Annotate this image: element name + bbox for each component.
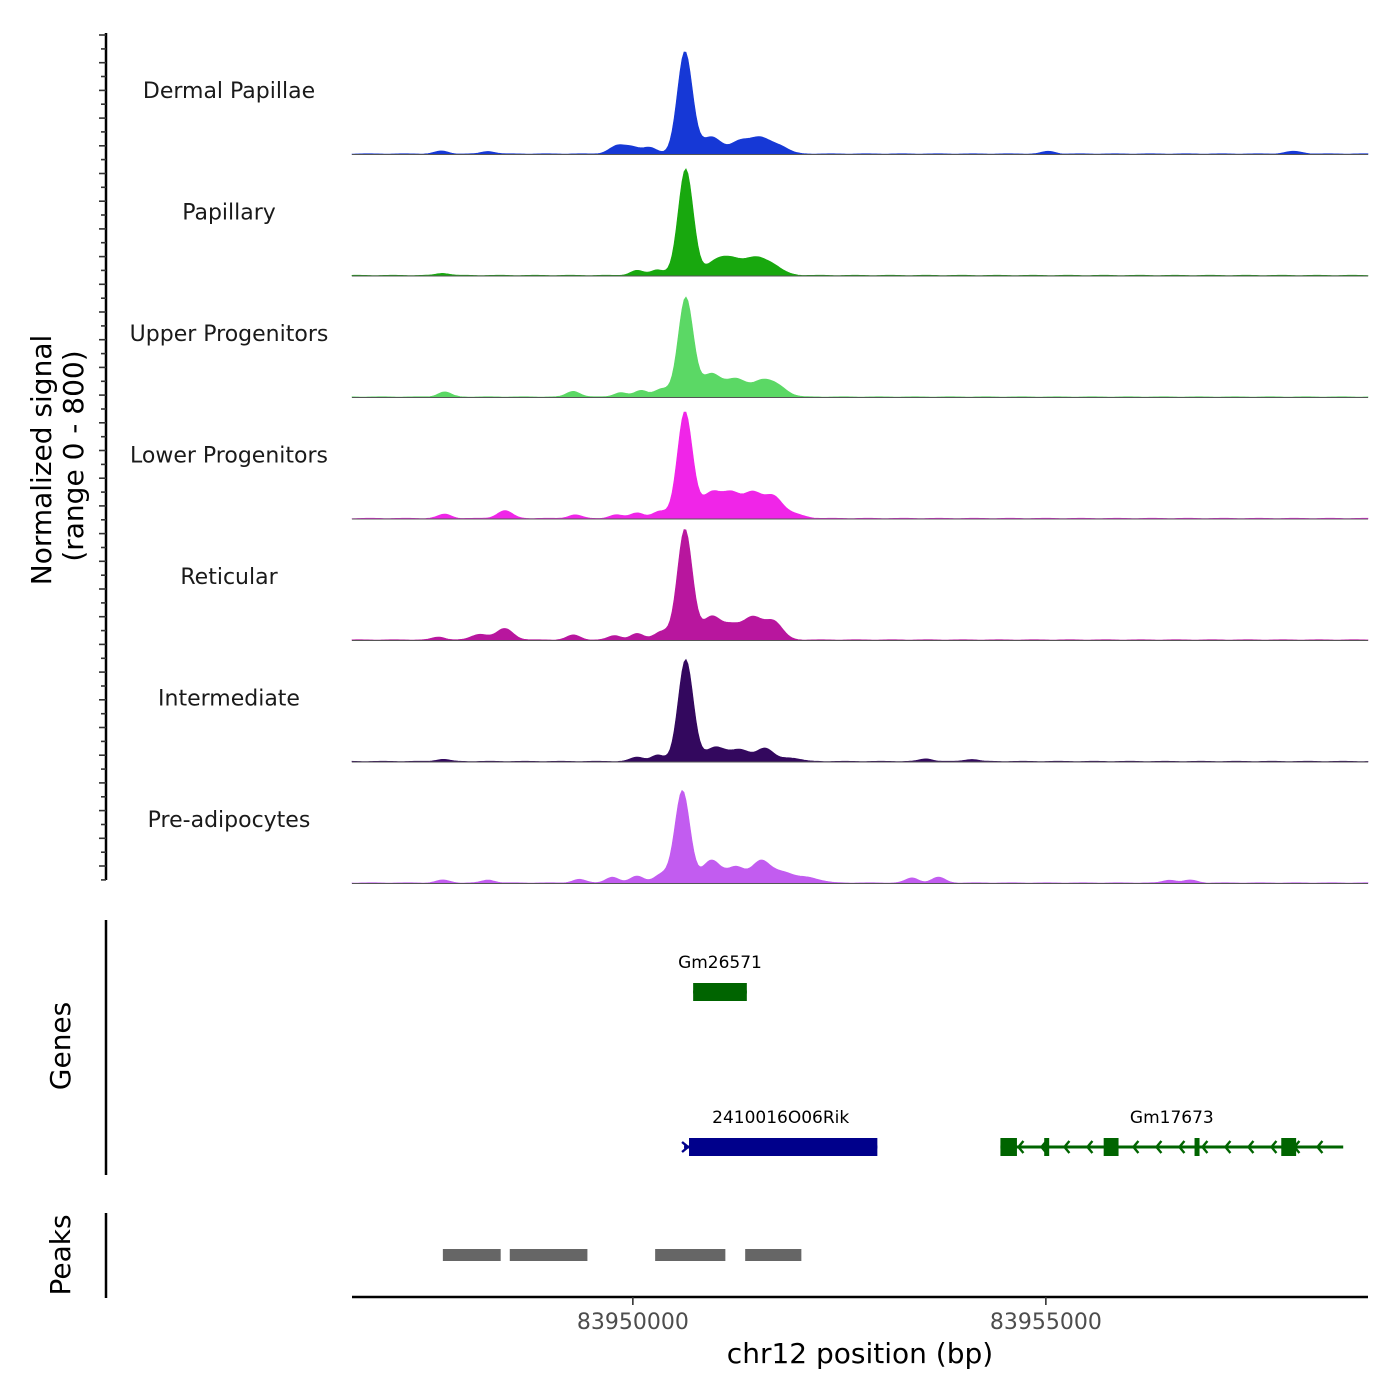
gene-exon	[1000, 1138, 1017, 1156]
x-axis-title: chr12 position (bp)	[727, 1337, 993, 1370]
strand-arrow	[1131, 1140, 1140, 1154]
track-label: Papillary	[182, 200, 276, 225]
track-label: Upper Progenitors	[130, 322, 329, 347]
gene-exon	[1044, 1138, 1050, 1156]
peaks-panel-title: Peaks	[44, 1214, 77, 1295]
peak-region	[509, 1249, 588, 1261]
gene-exon	[693, 983, 747, 1001]
gene-label: Gm26571	[678, 953, 762, 973]
genes-panel-title: Genes	[44, 1002, 77, 1090]
gene-gm26571: Gm26571	[678, 953, 762, 1001]
strand-arrow	[1315, 1140, 1324, 1154]
gene-label: Gm17673	[1130, 1108, 1214, 1128]
coverage-area	[351, 411, 1369, 520]
x-tick-label: 83955000	[990, 1310, 1102, 1335]
peak-region	[655, 1249, 726, 1261]
strand-arrow	[1269, 1140, 1278, 1154]
coverage-area	[351, 529, 1369, 641]
strand-arrow	[1223, 1140, 1232, 1154]
strand-arrow	[1085, 1140, 1094, 1154]
x-tick-label: 83950000	[577, 1310, 689, 1335]
coverage-area	[351, 168, 1369, 277]
strand-arrow	[1200, 1140, 1209, 1154]
y-axis-title-line2: (range 0 - 800)	[57, 350, 90, 561]
y-axis-title-line1: Normalized signal	[25, 335, 58, 586]
track-label: Pre-adipocytes	[148, 808, 311, 833]
track-upper-progenitors: Upper Progenitors	[130, 296, 1369, 398]
gene-exon	[689, 1138, 878, 1156]
coverage-y-ticks	[99, 34, 106, 881]
track-pre-adipocytes: Pre-adipocytes	[148, 789, 1369, 884]
strand-arrow	[1246, 1140, 1255, 1154]
gene-label: 2410016O06Rik	[712, 1108, 849, 1128]
track-intermediate: Intermediate	[158, 658, 1369, 763]
track-label: Intermediate	[158, 686, 300, 711]
track-label: Dermal Papillae	[143, 79, 315, 104]
gene-exon	[1194, 1138, 1200, 1156]
coverage-area	[351, 296, 1369, 398]
strand-arrow	[1177, 1140, 1186, 1154]
coverage-tracks: Dermal Papillae Papillary Upper Progenitor…	[130, 51, 1369, 884]
strand-arrow	[1062, 1140, 1071, 1154]
gene-gm17673: Gm17673	[1000, 1108, 1344, 1156]
gene-2410016o06rik: 2410016O06Rik	[681, 1108, 878, 1156]
coverage-area	[351, 789, 1369, 884]
track-label: Lower Progenitors	[130, 443, 328, 468]
coverage-area	[351, 51, 1369, 155]
track-lower-progenitors: Lower Progenitors	[130, 411, 1369, 520]
gene-annotations: Gm26571 2410016O06Rik Gm17673	[678, 953, 1344, 1156]
strand-arrow	[1154, 1140, 1163, 1154]
gene-exon	[1281, 1138, 1297, 1156]
x-axis-ticks: 83950000 83955000	[577, 1297, 1102, 1335]
strand-arrow	[1016, 1140, 1025, 1154]
coverage-area	[351, 658, 1369, 763]
track-reticular: Reticular	[180, 529, 1369, 641]
track-label: Reticular	[180, 565, 278, 590]
strand-arrow	[681, 1141, 690, 1153]
track-papillary: Papillary	[182, 168, 1369, 277]
peak-region	[442, 1249, 501, 1261]
peak-regions	[442, 1249, 802, 1261]
peak-region	[745, 1249, 802, 1261]
track-dermal-papillae: Dermal Papillae	[143, 51, 1369, 155]
gene-exon	[1103, 1138, 1119, 1156]
